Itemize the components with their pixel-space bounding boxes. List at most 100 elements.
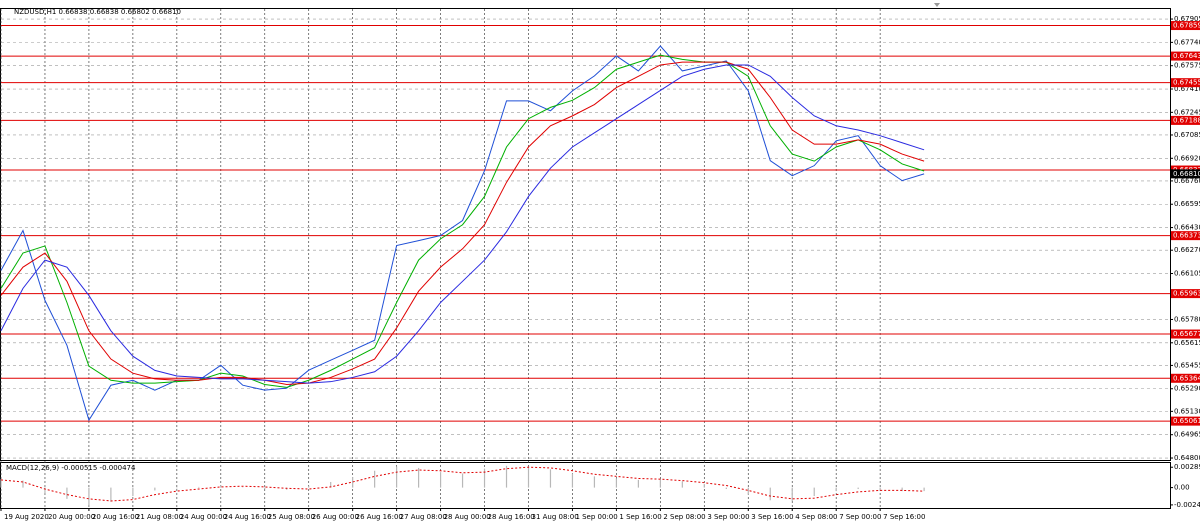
level-label: 0.67455	[1173, 79, 1200, 87]
level-label: 0.67188	[1173, 116, 1200, 124]
macd-bar	[835, 487, 837, 492]
level-label: 0.66373	[1173, 232, 1200, 240]
macd-bar	[923, 487, 925, 492]
y-tick-label: -0.00246	[1174, 501, 1200, 509]
shift-marker	[934, 3, 940, 7]
macd-bar	[0, 479, 2, 488]
level-label-box	[1171, 78, 1200, 88]
macd-bar	[132, 487, 134, 497]
x-tick-label: 26 Aug 00:00	[312, 513, 359, 521]
macd-bar	[264, 487, 266, 490]
x-tick-label: 3 Sep 00:00	[707, 513, 749, 521]
x-tick-label: 28 Aug 16:00	[488, 513, 535, 521]
macd-bar	[615, 478, 618, 488]
macd-bar	[110, 487, 112, 502]
macd-bar	[769, 487, 771, 501]
macd-bar	[308, 486, 310, 488]
level-label-box	[1171, 115, 1200, 125]
level-label-box	[1171, 416, 1200, 426]
y-tick-label: 0.66595	[1174, 200, 1200, 208]
x-tick-label: 24 Aug 00:00	[180, 513, 227, 521]
macd-bar	[66, 487, 68, 499]
y-tick-label: 0.00	[1174, 484, 1190, 492]
macd-bar	[154, 487, 156, 491]
macd-bar	[725, 487, 727, 490]
macd-bar	[571, 473, 574, 488]
x-tick-label: 2 Sep 08:00	[663, 513, 705, 521]
current-price-label: 0.66810	[1173, 170, 1200, 178]
macd-bar	[396, 466, 398, 488]
macd-bar	[879, 487, 881, 491]
macd-bar	[374, 470, 376, 488]
moving-average-line	[0, 54, 925, 388]
macd-bar	[22, 480, 24, 488]
macd-bar	[417, 467, 420, 488]
level-label-box	[1171, 289, 1200, 299]
y-tick-label: 0.67575	[1174, 62, 1200, 70]
macd-bar	[198, 486, 200, 488]
x-tick-label: 1 Sep 00:00	[575, 513, 617, 521]
current-price-box	[1171, 169, 1200, 179]
indicator-title: MACD(12,26,9) -0.000515 -0.000474	[6, 464, 136, 472]
y-tick-label: 0.65455	[1174, 361, 1200, 369]
level-label-box	[1171, 373, 1200, 383]
y-tick-label: 0.002898	[1174, 463, 1200, 471]
macd-bar	[703, 484, 705, 488]
level-label: 0.65364	[1173, 374, 1200, 382]
y-tick-label: 0.67085	[1174, 131, 1200, 139]
y-tick-label: 0.64965	[1174, 431, 1200, 439]
x-tick-label: 7 Sep 00:00	[839, 513, 881, 521]
macd-bar	[549, 469, 552, 488]
macd-bar	[747, 487, 749, 495]
moving-average-line	[0, 64, 925, 384]
x-tick-label: 7 Sep 16:00	[883, 513, 925, 521]
macd-bar	[483, 468, 486, 488]
macd-bar	[88, 487, 90, 506]
chart-title: NZDUSD,H1 0.66838 0.66838 0.66802 0.6681…	[14, 8, 181, 16]
x-tick-label: 21 Aug 08:00	[136, 513, 183, 521]
level-label: 0.65963	[1173, 290, 1200, 298]
x-tick-label: 19 Aug 2020	[4, 513, 49, 521]
macd-bar	[593, 476, 596, 488]
x-tick-label: 24 Aug 16:00	[224, 513, 271, 521]
x-tick-label: 4 Sep 08:00	[795, 513, 837, 521]
macd-bar	[439, 472, 442, 488]
x-tick-label: 26 Aug 16:00	[356, 513, 403, 521]
level-label-box	[1171, 329, 1200, 339]
x-tick-label: 31 Aug 08:00	[531, 513, 578, 521]
level-label: 0.65061	[1173, 417, 1200, 425]
level-label: 0.67643	[1173, 52, 1200, 60]
macd-bar	[220, 485, 222, 488]
signal-line	[0, 466, 925, 502]
level-label-box	[1171, 51, 1200, 61]
x-tick-label: 20 Aug 16:00	[92, 513, 139, 521]
macd-bar	[791, 487, 793, 501]
y-tick-label: 0.65615	[1174, 339, 1200, 347]
macd-bar	[176, 487, 178, 489]
macd-bar	[659, 479, 661, 488]
macd-bar	[813, 487, 815, 497]
moving-average-line	[0, 61, 925, 386]
level-label-box	[1171, 21, 1200, 31]
price-line	[0, 45, 925, 422]
macd-bar	[352, 477, 354, 488]
macd-bar	[461, 473, 464, 488]
macd-bar	[44, 487, 46, 494]
level-label: 0.67859	[1173, 22, 1200, 30]
x-tick-label: 28 Aug 00:00	[444, 513, 491, 521]
macd-bar	[681, 481, 683, 488]
y-tick-label: 0.67245	[1174, 108, 1200, 116]
level-label: 0.65677	[1173, 330, 1200, 338]
